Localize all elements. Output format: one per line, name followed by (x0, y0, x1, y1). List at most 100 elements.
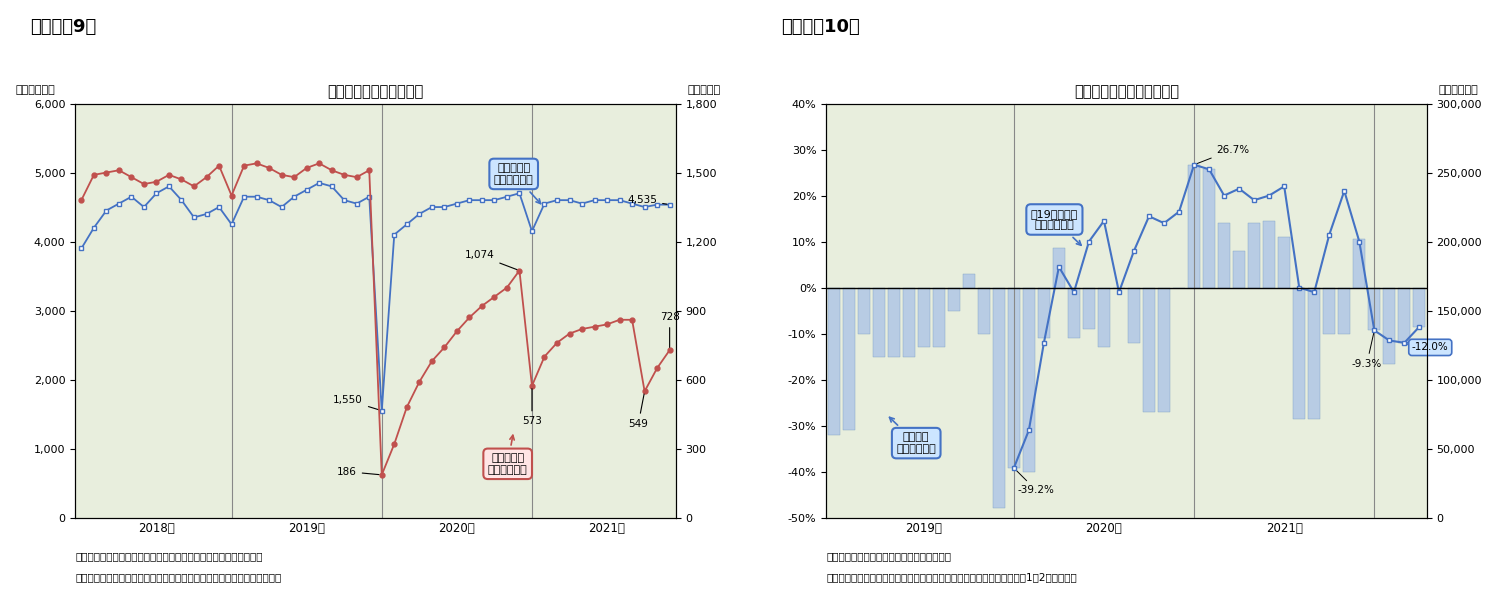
Bar (1053, 248, 1065, 287)
Bar (1143, 287, 1155, 412)
Bar (1308, 287, 1320, 419)
Bar (1188, 242, 1200, 518)
Text: （資料）中国国家統計局のデータを元に作成: （資料）中国国家統計局のデータを元に作成 (826, 551, 951, 561)
Text: -9.3%: -9.3% (1352, 333, 1382, 369)
Bar (1293, 317, 1305, 518)
Bar (933, 387, 945, 518)
Text: 1,074: 1,074 (464, 250, 517, 270)
Bar (1383, 325, 1395, 518)
Text: -12.0%: -12.0% (1406, 342, 1448, 353)
Bar (1173, 290, 1185, 518)
Bar (858, 379, 870, 518)
Bar (1248, 223, 1260, 287)
Bar (873, 393, 885, 518)
Bar (1383, 287, 1395, 364)
Bar (1233, 251, 1245, 287)
Bar (1158, 287, 1170, 412)
Bar (1338, 287, 1350, 334)
Bar (918, 387, 930, 518)
Bar (1218, 223, 1230, 287)
Bar (1353, 239, 1365, 287)
Text: 549: 549 (628, 394, 649, 429)
Bar (903, 287, 915, 357)
Bar (1353, 214, 1365, 518)
Text: 旅客輸送数
（右目盛り）: 旅客輸送数 （右目盛り） (488, 435, 527, 474)
Bar (843, 287, 855, 430)
Text: （千平方米）: （千平方米） (1439, 85, 1478, 95)
Bar (948, 366, 960, 518)
Text: 728: 728 (659, 312, 679, 347)
Bar (1293, 287, 1305, 419)
Bar (903, 379, 915, 518)
Bar (993, 287, 1005, 509)
Text: 186: 186 (336, 466, 379, 477)
Bar (1323, 287, 1335, 334)
Bar (1368, 304, 1380, 518)
Bar (963, 359, 975, 518)
Bar (1413, 287, 1425, 326)
Bar (1278, 237, 1290, 287)
Bar (978, 393, 990, 518)
Text: 貨物輸送量
（左目盛り）: 貨物輸送量 （左目盛り） (494, 163, 541, 203)
Bar (828, 287, 840, 435)
Bar (1083, 317, 1095, 518)
Bar (1128, 287, 1140, 343)
Text: （図表－10）: （図表－10） (781, 18, 859, 37)
Bar (1203, 169, 1215, 287)
Bar (843, 359, 855, 518)
Text: 販売面積
（右目盛り）: 販売面積 （右目盛り） (889, 417, 936, 454)
Text: -39.2%: -39.2% (1015, 470, 1054, 496)
Bar (1038, 352, 1050, 518)
Text: （図表－9）: （図表－9） (30, 18, 96, 37)
Text: 573: 573 (523, 389, 542, 426)
Title: 分譲住宅の販売面積の推移: 分譲住宅の販売面積の推移 (1074, 85, 1179, 100)
Bar (1068, 338, 1080, 518)
Text: （百万人）: （百万人） (688, 85, 721, 95)
Bar (1143, 338, 1155, 518)
Text: （百万トン）: （百万トン） (15, 85, 54, 95)
Bar (1398, 287, 1410, 343)
Bar (933, 287, 945, 347)
Bar (1023, 442, 1035, 518)
Text: 対19年同月比
（左目盛り）: 対19年同月比 （左目盛り） (1030, 209, 1081, 245)
Bar (1278, 214, 1290, 518)
Bar (1203, 221, 1215, 518)
Bar (888, 373, 900, 518)
Bar (1263, 221, 1275, 287)
Text: （資料）中国国家統計局、中国交通運輸部のデータを元に筆者作成: （資料）中国国家統計局、中国交通運輸部のデータを元に筆者作成 (75, 551, 263, 561)
Bar (1368, 287, 1380, 330)
Bar (1008, 435, 1020, 518)
Bar (1068, 287, 1080, 338)
Text: 1,550: 1,550 (333, 395, 379, 410)
Bar (1323, 276, 1335, 518)
Bar (1038, 287, 1050, 338)
Bar (1233, 193, 1245, 518)
Bar (1158, 345, 1170, 518)
Bar (918, 287, 930, 347)
Bar (1098, 338, 1110, 518)
Bar (978, 287, 990, 334)
Bar (1248, 214, 1260, 518)
Bar (963, 274, 975, 287)
Bar (1023, 287, 1035, 471)
Bar (1398, 331, 1410, 518)
Text: （注）年度累計で発表されるデータを元に単月の動きを推定して作成（1・2月は和半）: （注）年度累計で発表されるデータを元に単月の動きを推定して作成（1・2月は和半） (826, 572, 1077, 582)
Title: 貨物輸送量と旅客輸送数: 貨物輸送量と旅客輸送数 (327, 85, 424, 100)
Bar (828, 352, 840, 518)
Bar (1308, 317, 1320, 518)
Bar (873, 287, 885, 357)
Text: 4,535: 4,535 (628, 195, 667, 205)
Bar (888, 287, 900, 357)
Bar (1053, 304, 1065, 518)
Bar (1008, 287, 1020, 468)
Bar (1218, 228, 1230, 518)
Bar (1128, 317, 1140, 518)
Text: （注）鉄道、道路、水路、空路それぞれの貨物輸送量と旅客数を単純合計: （注）鉄道、道路、水路、空路それぞれの貨物輸送量と旅客数を単純合計 (75, 572, 281, 582)
Bar (1338, 248, 1350, 518)
Bar (858, 287, 870, 334)
Bar (1188, 164, 1200, 287)
Bar (948, 287, 960, 311)
Bar (1098, 287, 1110, 347)
Bar (1083, 287, 1095, 329)
Bar (1113, 297, 1125, 518)
